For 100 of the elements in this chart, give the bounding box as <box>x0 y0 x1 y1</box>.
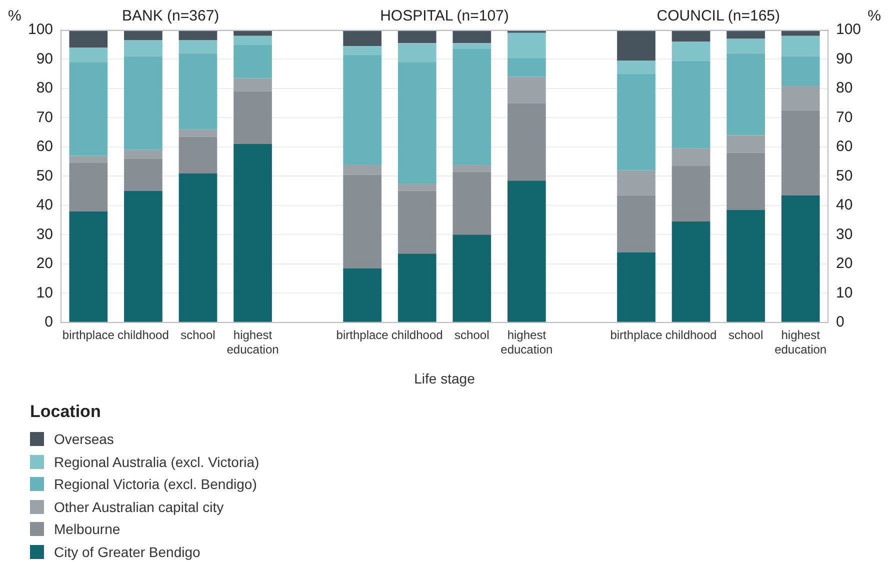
bar <box>452 164 492 172</box>
bar <box>452 49 492 165</box>
bar <box>124 40 162 56</box>
y-tick-label: 50 <box>36 167 54 184</box>
bar <box>672 166 710 222</box>
x-tick-label: childhood <box>391 328 443 342</box>
bar <box>343 54 382 165</box>
x-tick-label: highest education <box>774 328 827 356</box>
y2-tick-label: 40 <box>836 196 853 214</box>
bar <box>69 163 108 212</box>
text: HOSPITAL (n=107) <box>380 8 509 25</box>
bar <box>781 56 820 86</box>
bar <box>781 195 820 322</box>
bar <box>124 150 162 159</box>
bar <box>178 136 218 174</box>
y2-tick-label: 50 <box>836 167 853 184</box>
bar <box>452 234 492 322</box>
y2-tick-label: 90 <box>836 50 853 68</box>
bar <box>672 222 710 322</box>
legend-label: Melbourne <box>54 521 120 538</box>
legend-label: Regional Victoria (excl. Bendigo) <box>54 476 257 492</box>
bar <box>69 30 108 48</box>
bar <box>69 48 108 62</box>
y-tick-label: 20 <box>36 255 54 272</box>
bar <box>672 148 710 166</box>
bar <box>124 56 162 150</box>
bar <box>508 58 546 77</box>
bar <box>726 53 765 136</box>
y-tick-label: 30 <box>36 226 54 243</box>
bar <box>726 152 765 210</box>
x-tick-label: school <box>180 328 216 342</box>
y-tick-label: 90 <box>36 50 54 68</box>
bar <box>452 30 492 44</box>
x-axis-title: Life stage <box>414 370 476 386</box>
bar <box>726 135 765 153</box>
y-tick-label: 0 <box>44 314 54 331</box>
bar <box>343 164 382 175</box>
y2-tick-label: 0 <box>836 314 844 331</box>
y2-tick-label: 80 <box>836 80 853 97</box>
y2-axis-title: % <box>868 8 881 25</box>
bar <box>398 43 436 62</box>
bar <box>672 42 710 61</box>
legend-label: Overseas <box>54 431 114 448</box>
bar <box>178 40 218 54</box>
bar <box>726 30 765 39</box>
bar <box>234 144 272 322</box>
y2-tick-label: 70 <box>836 108 853 126</box>
bar <box>617 74 656 170</box>
bar <box>398 190 436 254</box>
x-tick-label: childhood <box>118 328 169 342</box>
text: COUNCIL (n=165) <box>656 8 780 25</box>
bar <box>124 190 162 322</box>
legend-label: Other Australian capital city <box>54 498 224 515</box>
y-axis-title: % <box>8 8 22 25</box>
bar <box>234 91 272 144</box>
y-tick-label: 40 <box>36 196 54 214</box>
bar <box>452 43 492 50</box>
bar <box>343 268 382 322</box>
bar <box>178 129 218 137</box>
bar <box>617 195 656 252</box>
x-tick-label: school <box>728 328 764 342</box>
x-tick-label: childhood <box>665 328 717 342</box>
bar <box>124 158 162 191</box>
y2-tick-label: 30 <box>836 226 853 243</box>
bar <box>69 156 108 164</box>
bar <box>508 32 546 58</box>
bar <box>617 60 656 74</box>
legend-label: City of Greater Bendigo <box>54 544 200 560</box>
legend-title: Location <box>30 402 102 422</box>
bar <box>726 38 765 54</box>
x-tick-label: birthplace <box>610 328 663 342</box>
bar <box>508 103 546 181</box>
bar <box>234 78 272 92</box>
bar <box>508 76 546 104</box>
bar <box>343 46 382 55</box>
y-tick-label: 70 <box>36 108 54 126</box>
bar <box>178 173 218 322</box>
x-tick-label: highest education <box>500 328 553 356</box>
bar <box>398 30 436 44</box>
y-tick-label: 10 <box>36 284 54 302</box>
bar <box>69 211 108 322</box>
bar <box>398 254 436 322</box>
y-tick-label: 80 <box>36 80 54 97</box>
y-tick-label: 60 <box>36 138 54 156</box>
bar <box>781 36 820 56</box>
x-tick-label: school <box>454 328 490 342</box>
bar <box>234 44 272 78</box>
bar <box>726 210 765 322</box>
bar <box>343 174 382 268</box>
bar <box>617 170 656 196</box>
bar <box>452 172 492 235</box>
x-tick-label: birthplace <box>62 328 115 342</box>
bar <box>398 62 436 184</box>
bar <box>672 60 710 148</box>
bar <box>781 86 820 110</box>
y2-tick-label: 60 <box>836 138 853 156</box>
bar <box>617 30 656 61</box>
x-tick-label: highest education <box>226 328 279 356</box>
y2-tick-label: 10 <box>836 284 853 302</box>
y2-tick-label: 20 <box>836 255 853 272</box>
